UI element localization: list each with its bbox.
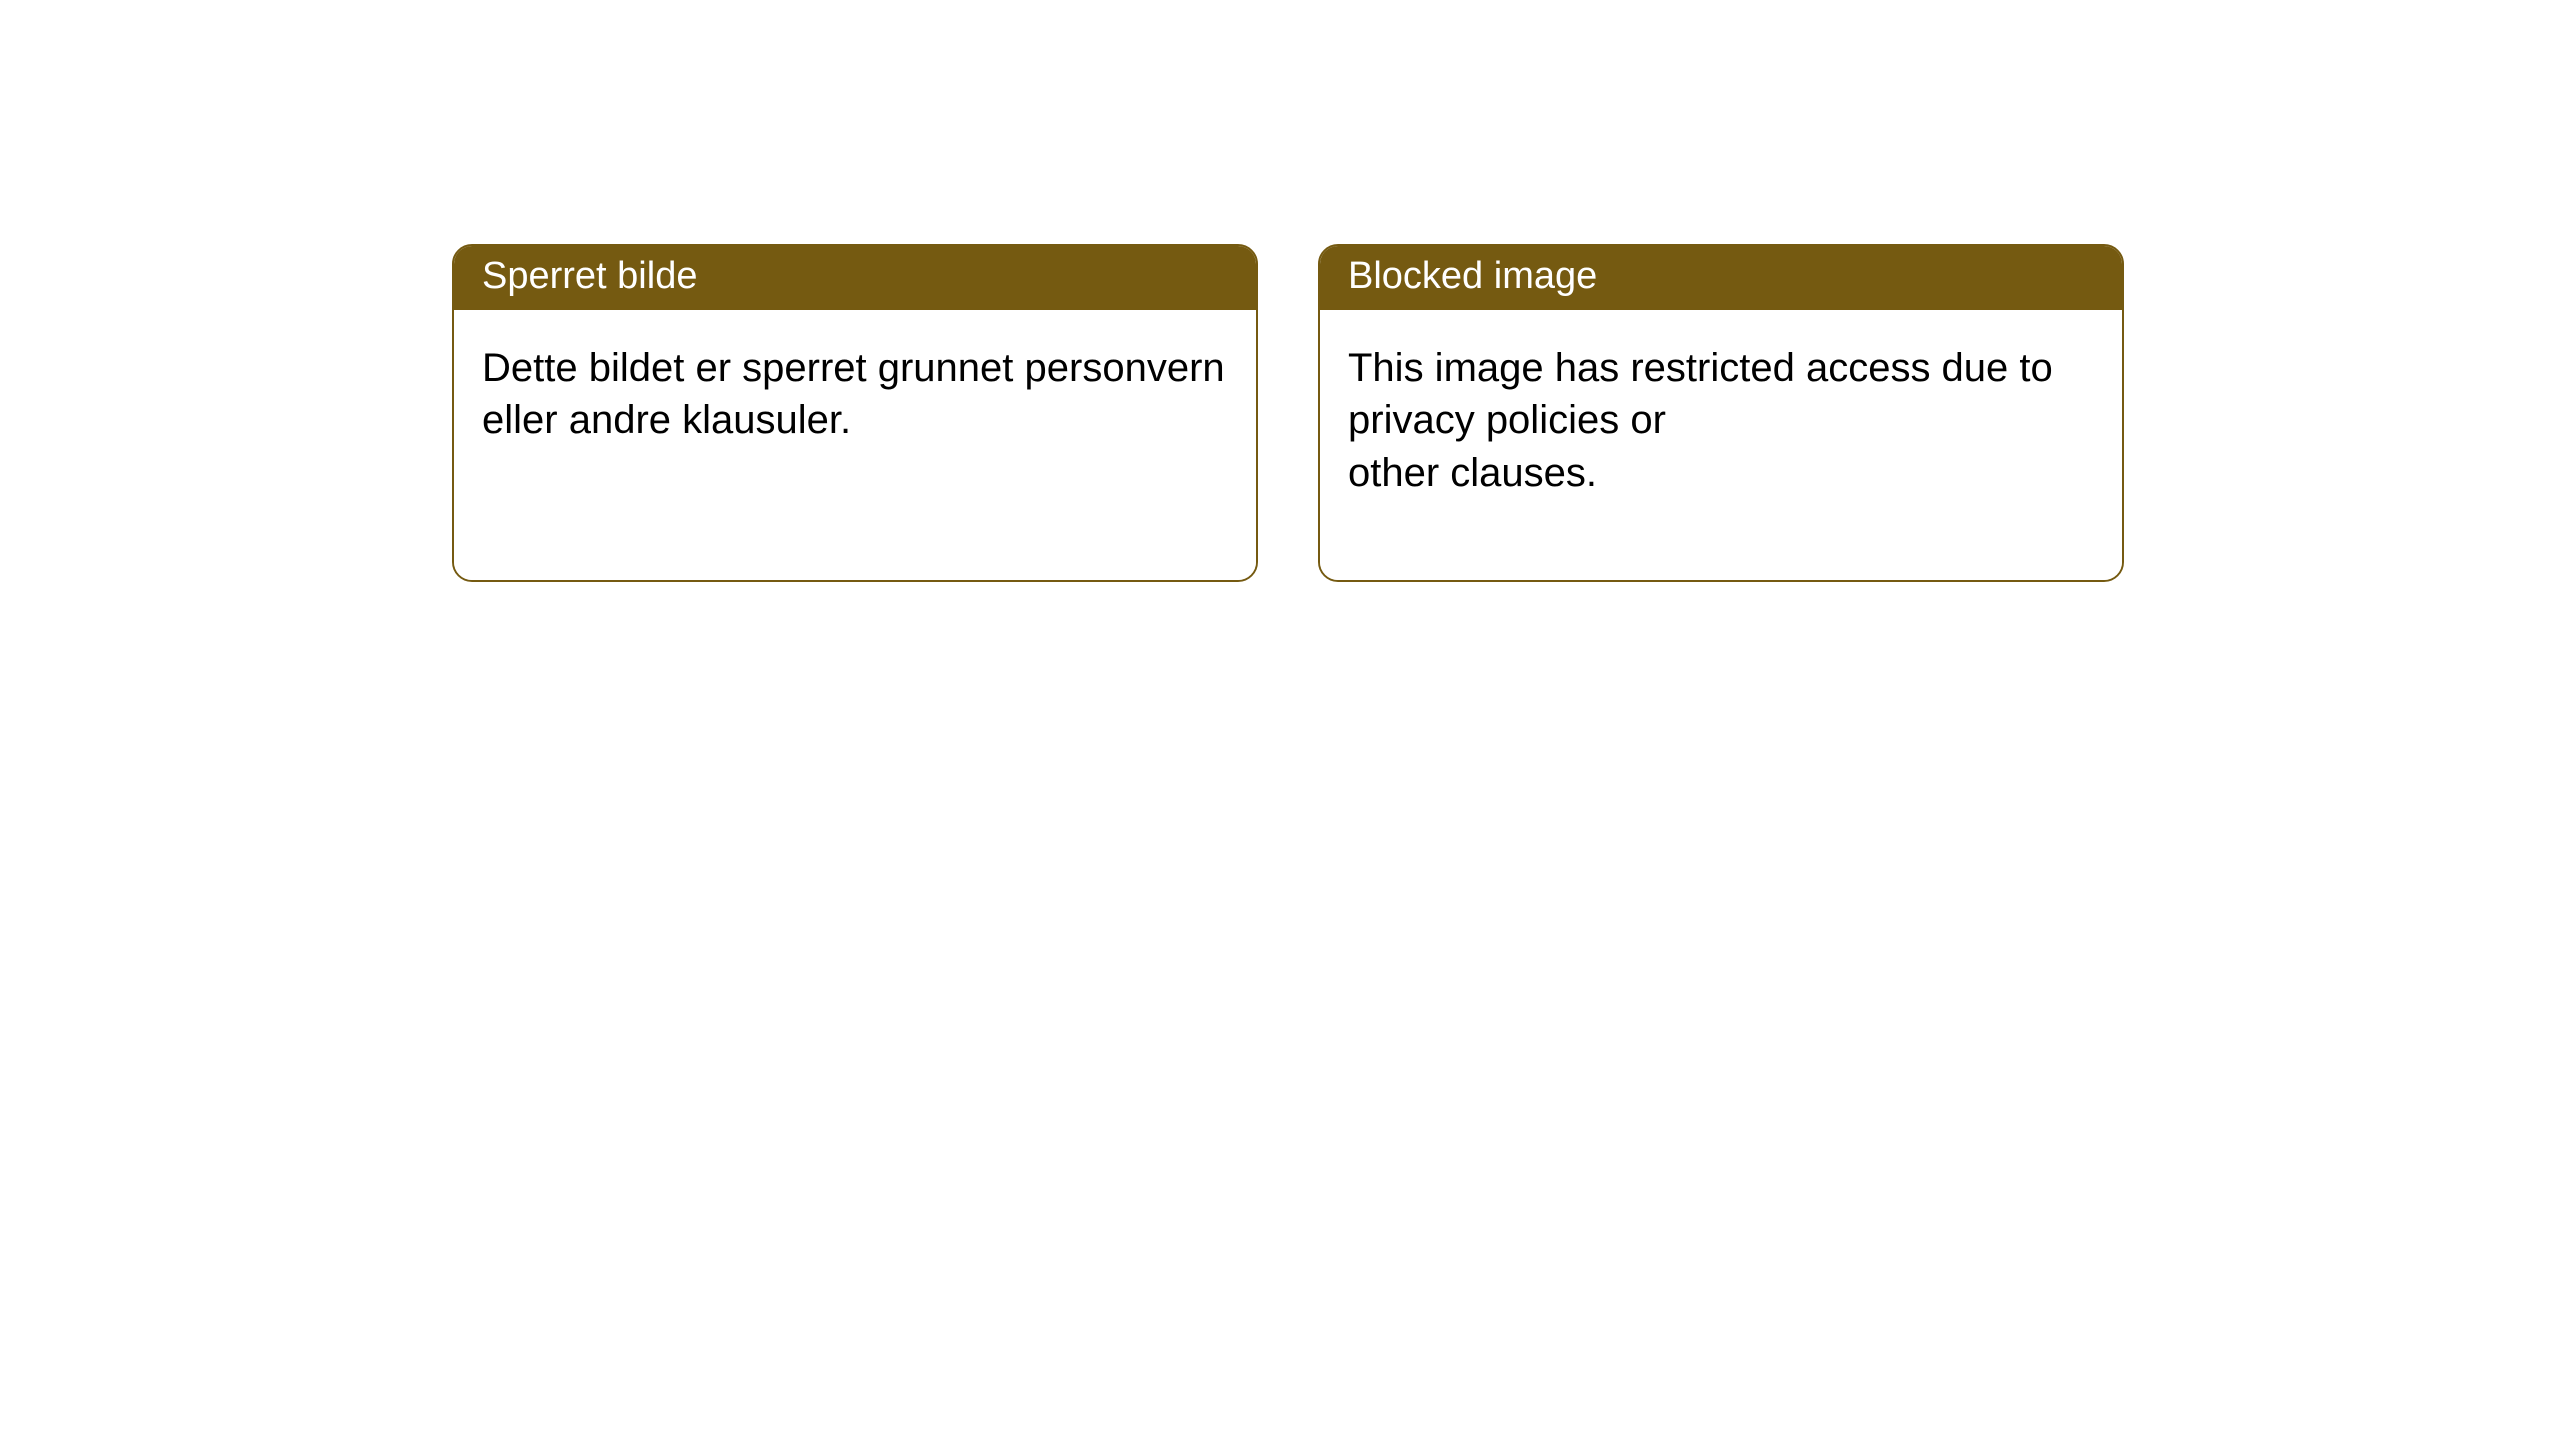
notice-card-body: Dette bildet er sperret grunnet personve…: [454, 310, 1256, 580]
notice-card-body: This image has restricted access due to …: [1320, 310, 2122, 580]
notice-card-title: Sperret bilde: [454, 246, 1256, 310]
notice-container: Sperret bilde Dette bildet er sperret gr…: [0, 0, 2560, 582]
notice-card-english: Blocked image This image has restricted …: [1318, 244, 2124, 582]
notice-card-norwegian: Sperret bilde Dette bildet er sperret gr…: [452, 244, 1258, 582]
notice-card-title: Blocked image: [1320, 246, 2122, 310]
